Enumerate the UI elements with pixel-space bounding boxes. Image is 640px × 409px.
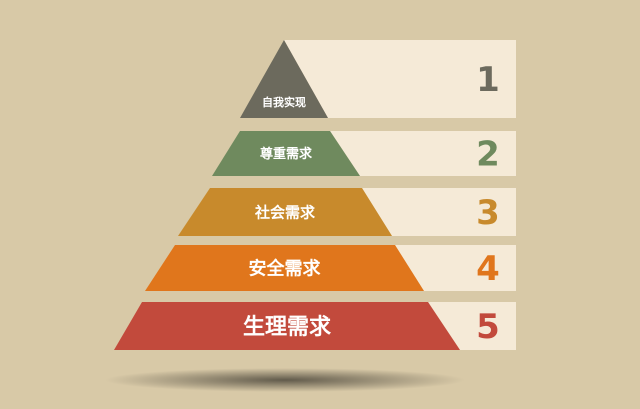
level-number-5: 5 bbox=[476, 307, 500, 347]
pyramid-level-2: 尊重需求 2 bbox=[212, 131, 516, 176]
level-shape-3 bbox=[178, 188, 392, 236]
level-panel-4 bbox=[395, 245, 516, 291]
level-number-2: 2 bbox=[476, 135, 500, 175]
pyramid-shadow bbox=[105, 368, 465, 392]
level-number-3: 3 bbox=[476, 193, 500, 233]
pyramid-level-3: 社会需求 3 bbox=[178, 188, 516, 236]
level-panel-1 bbox=[284, 40, 516, 118]
level-label-4: 安全需求 bbox=[249, 257, 322, 279]
level-label-2: 尊重需求 bbox=[260, 146, 313, 162]
level-label-3: 社会需求 bbox=[254, 203, 316, 221]
level-shape-1 bbox=[240, 40, 328, 118]
level-label-1: 自我实现 bbox=[262, 95, 306, 109]
pyramid-level-5: 生理需求 5 bbox=[114, 302, 516, 350]
level-shape-4 bbox=[145, 245, 424, 291]
level-panel-2 bbox=[330, 131, 516, 176]
level-shape-2 bbox=[212, 131, 360, 176]
level-panel-3 bbox=[362, 188, 516, 236]
level-number-1: 1 bbox=[476, 60, 500, 100]
pyramid-level-4: 安全需求 4 bbox=[145, 245, 516, 291]
level-number-4: 4 bbox=[476, 249, 500, 289]
pyramid-level-1: 自我实现 1 bbox=[240, 40, 516, 118]
level-panel-5 bbox=[428, 302, 516, 350]
level-label-5: 生理需求 bbox=[243, 315, 331, 340]
level-shape-5 bbox=[114, 302, 460, 350]
